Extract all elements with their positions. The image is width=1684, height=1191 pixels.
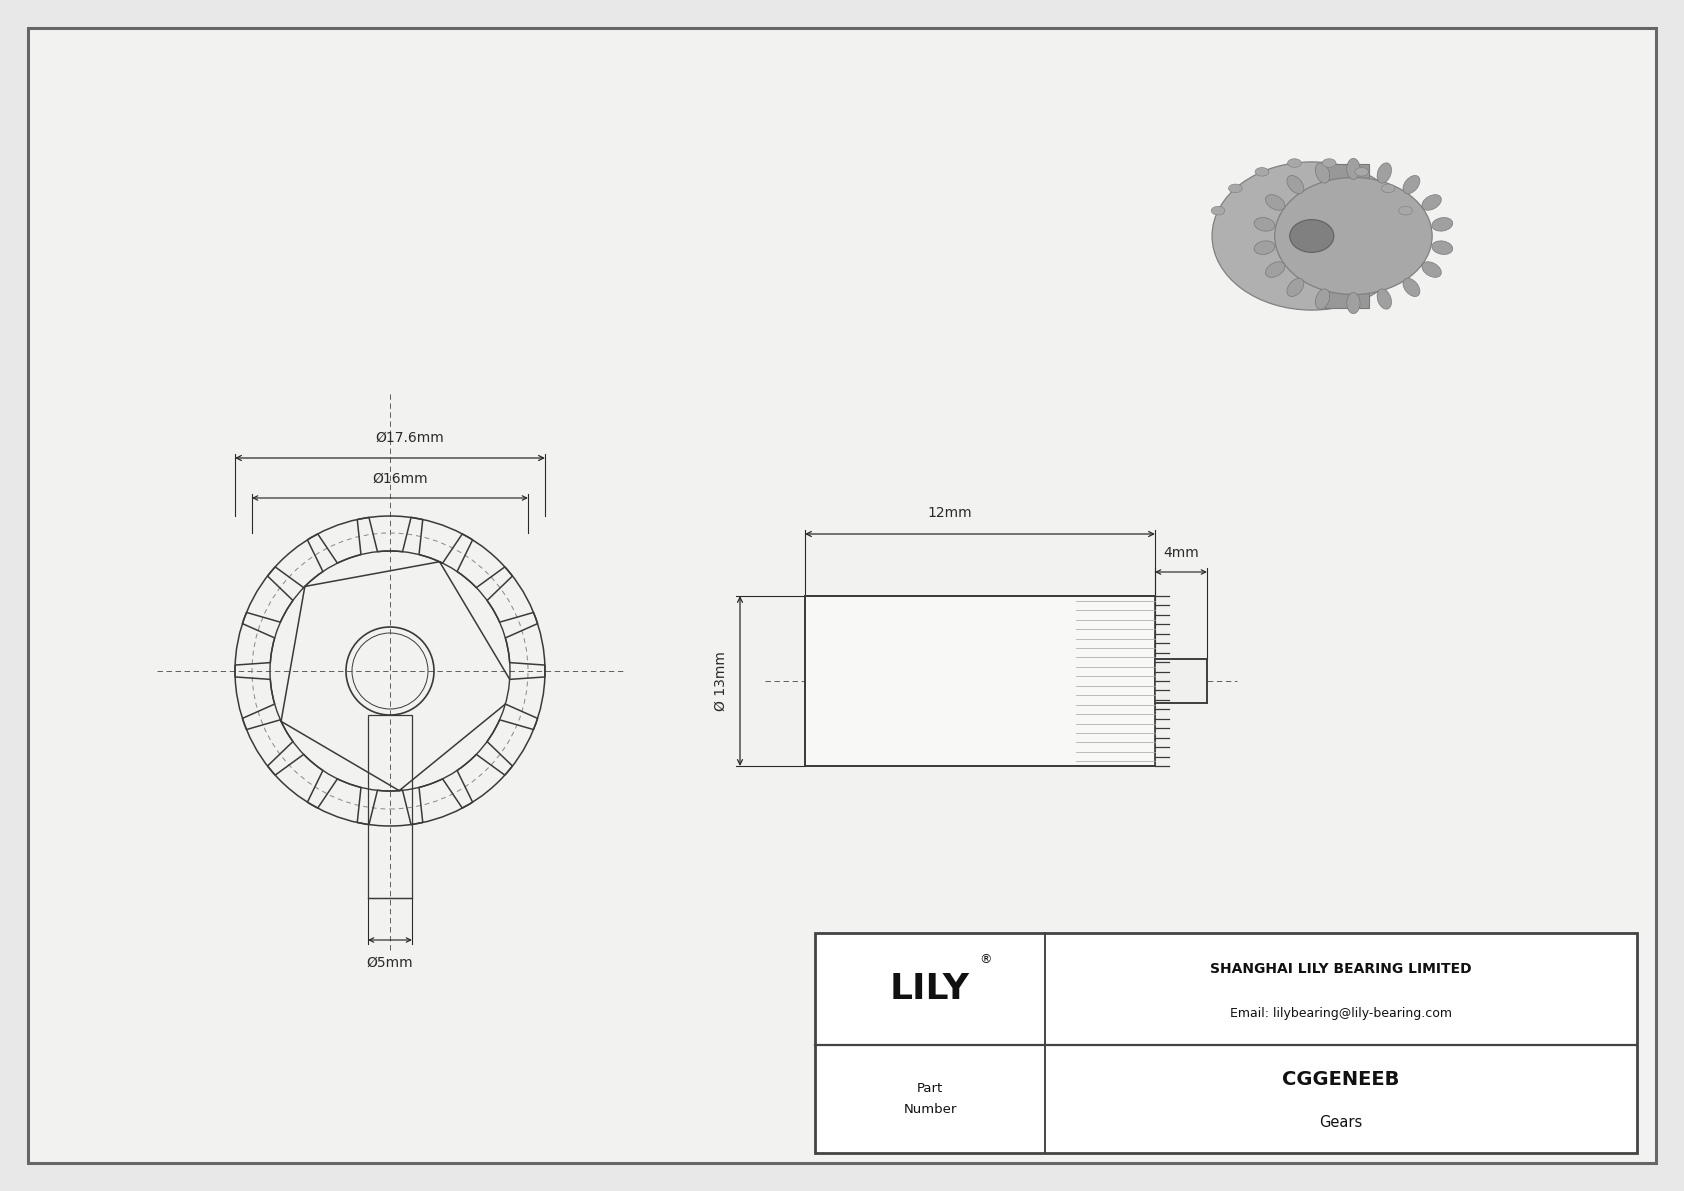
Ellipse shape <box>1315 163 1330 183</box>
Ellipse shape <box>1290 219 1334 252</box>
Ellipse shape <box>1356 168 1369 176</box>
Text: Ø 13mm: Ø 13mm <box>714 651 727 711</box>
Ellipse shape <box>1347 293 1361 313</box>
Text: Part
Number: Part Number <box>903 1081 957 1116</box>
Ellipse shape <box>1255 241 1275 255</box>
Ellipse shape <box>1378 289 1391 310</box>
Bar <box>1155 659 1207 703</box>
Text: ®: ® <box>978 953 992 966</box>
Ellipse shape <box>1265 262 1285 278</box>
Text: Ø5mm: Ø5mm <box>367 956 413 969</box>
Ellipse shape <box>1287 175 1303 194</box>
Ellipse shape <box>1431 241 1453 255</box>
Text: 4mm: 4mm <box>1164 545 1199 560</box>
Ellipse shape <box>1322 158 1335 167</box>
Ellipse shape <box>1403 279 1420 297</box>
Ellipse shape <box>1255 168 1268 176</box>
Bar <box>805 596 1155 766</box>
Ellipse shape <box>1315 289 1330 310</box>
Bar <box>815 933 1637 1153</box>
FancyBboxPatch shape <box>1325 164 1369 307</box>
Ellipse shape <box>1421 262 1442 278</box>
Ellipse shape <box>1229 185 1243 193</box>
Ellipse shape <box>1265 194 1285 211</box>
Text: 12mm: 12mm <box>928 506 972 520</box>
Ellipse shape <box>1347 158 1361 180</box>
Text: Ø17.6mm: Ø17.6mm <box>376 431 445 445</box>
Text: Gears: Gears <box>1319 1115 1362 1130</box>
Text: LILY: LILY <box>891 972 970 1006</box>
Text: Email: lilybearing@lily-bearing.com: Email: lilybearing@lily-bearing.com <box>1229 1008 1452 1021</box>
Ellipse shape <box>1287 279 1303 297</box>
Text: CGGENEEB: CGGENEEB <box>1282 1070 1399 1089</box>
Ellipse shape <box>1275 177 1431 294</box>
Ellipse shape <box>1399 206 1413 214</box>
Ellipse shape <box>1288 158 1302 167</box>
Ellipse shape <box>1378 163 1391 183</box>
Ellipse shape <box>1381 185 1394 193</box>
Bar <box>369 715 413 898</box>
Ellipse shape <box>1211 206 1224 214</box>
Text: Ø16mm: Ø16mm <box>372 472 428 486</box>
Ellipse shape <box>1431 218 1453 231</box>
Text: SHANGHAI LILY BEARING LIMITED: SHANGHAI LILY BEARING LIMITED <box>1211 962 1472 975</box>
Ellipse shape <box>1421 194 1442 211</box>
Ellipse shape <box>1403 175 1420 194</box>
Ellipse shape <box>1255 218 1275 231</box>
Ellipse shape <box>1212 162 1411 310</box>
